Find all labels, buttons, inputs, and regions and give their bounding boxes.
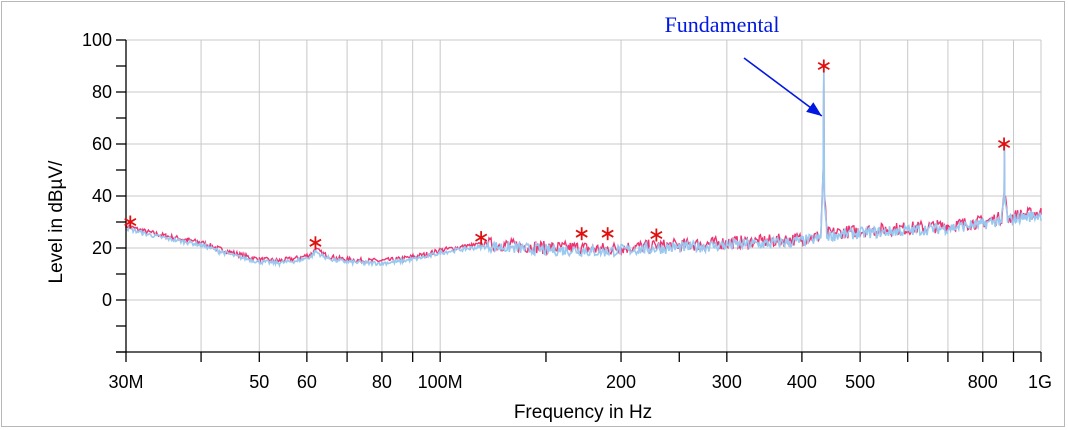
traces xyxy=(125,64,1042,269)
axes xyxy=(116,39,1042,362)
y-tick-label: 20 xyxy=(92,238,112,258)
y-tick-label: 0 xyxy=(102,290,112,310)
x-tick-label: 300 xyxy=(712,372,742,392)
annotation-arrow-shaft xyxy=(743,57,823,117)
y-tick-label: 100 xyxy=(82,30,112,50)
annotation-label: Fundamental xyxy=(665,12,780,37)
x-tick-label: 50 xyxy=(249,372,269,392)
x-tick-label: 200 xyxy=(606,372,636,392)
peak-marker xyxy=(309,236,322,250)
y-tick-label: 40 xyxy=(92,186,112,206)
average-trace xyxy=(125,66,1042,269)
marker-stroke xyxy=(124,217,137,227)
peak-marker xyxy=(475,231,488,245)
marker-stroke xyxy=(650,230,663,240)
marker-stroke xyxy=(475,233,488,242)
x-tick-label: 800 xyxy=(968,372,998,392)
x-axis-title: Frequency in Hz xyxy=(514,402,652,423)
marker-stroke xyxy=(601,229,614,238)
x-tick-label: 100M xyxy=(418,372,463,392)
y-tick-label: 60 xyxy=(92,134,112,154)
marker-stroke xyxy=(575,229,588,238)
marker-stroke xyxy=(309,238,322,247)
x-tick-label: 1G xyxy=(1028,372,1052,392)
annotation-arrow-head xyxy=(806,102,822,116)
peak-marker xyxy=(997,137,1011,151)
y-axis-title: Level in dBµV/ xyxy=(46,160,67,284)
x-tick-label: 500 xyxy=(845,372,875,392)
peak-marker xyxy=(575,227,588,241)
peak-marker xyxy=(601,227,614,241)
peak-marker xyxy=(817,59,830,73)
x-tick-label: 400 xyxy=(787,372,817,392)
marker-stroke xyxy=(817,61,830,71)
x-tick-label: 80 xyxy=(372,372,392,392)
x-tick-label: 30M xyxy=(108,372,143,392)
peak-marker xyxy=(124,215,137,229)
peak-marker xyxy=(650,228,663,242)
x-tick-label: 60 xyxy=(297,372,317,392)
marker-stroke xyxy=(997,139,1011,149)
grid xyxy=(125,39,1042,353)
tick-labels: 0 20 40 60 80 100 30M 50 60 80 100M 200 300 400 500 800… xyxy=(82,30,1052,392)
annotations: Fundamental xyxy=(665,12,823,117)
y-tick-label: 80 xyxy=(92,82,112,102)
peak-markers xyxy=(124,59,1011,250)
